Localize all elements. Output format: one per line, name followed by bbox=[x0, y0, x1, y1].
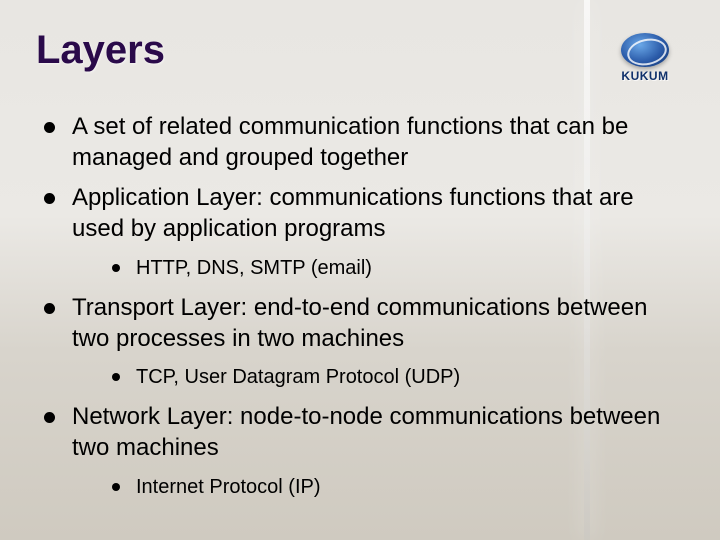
bullet-text: Transport Layer: end-to-end communicatio… bbox=[72, 294, 647, 352]
sub-list: Internet Protocol (IP) bbox=[72, 474, 688, 500]
list-item: Application Layer: communications functi… bbox=[42, 183, 688, 280]
title-row: Layers KUKUM bbox=[32, 28, 688, 88]
logo: KUKUM bbox=[602, 28, 688, 88]
bullet-list: A set of related communication functions… bbox=[32, 112, 688, 500]
sub-list: TCP, User Datagram Protocol (UDP) bbox=[72, 364, 688, 390]
bullet-text: Application Layer: communications functi… bbox=[72, 184, 634, 242]
list-item: HTTP, DNS, SMTP (email) bbox=[110, 255, 688, 281]
bullet-text: TCP, User Datagram Protocol (UDP) bbox=[136, 366, 460, 388]
sub-list: HTTP, DNS, SMTP (email) bbox=[72, 255, 688, 281]
list-item: Transport Layer: end-to-end communicatio… bbox=[42, 293, 688, 390]
bullet-text: HTTP, DNS, SMTP (email) bbox=[136, 257, 372, 279]
slide: Layers KUKUM A set of related communicat… bbox=[0, 0, 720, 540]
bullet-text: A set of related communication functions… bbox=[72, 113, 628, 171]
bullet-text: Internet Protocol (IP) bbox=[136, 476, 321, 498]
logo-icon bbox=[621, 33, 669, 67]
list-item: Internet Protocol (IP) bbox=[110, 474, 688, 500]
list-item: A set of related communication functions… bbox=[42, 112, 688, 173]
slide-title: Layers bbox=[32, 28, 165, 73]
list-item: TCP, User Datagram Protocol (UDP) bbox=[110, 364, 688, 390]
list-item: Network Layer: node-to-node communicatio… bbox=[42, 402, 688, 499]
logo-text: KUKUM bbox=[621, 69, 668, 83]
bullet-text: Network Layer: node-to-node communicatio… bbox=[72, 403, 660, 461]
